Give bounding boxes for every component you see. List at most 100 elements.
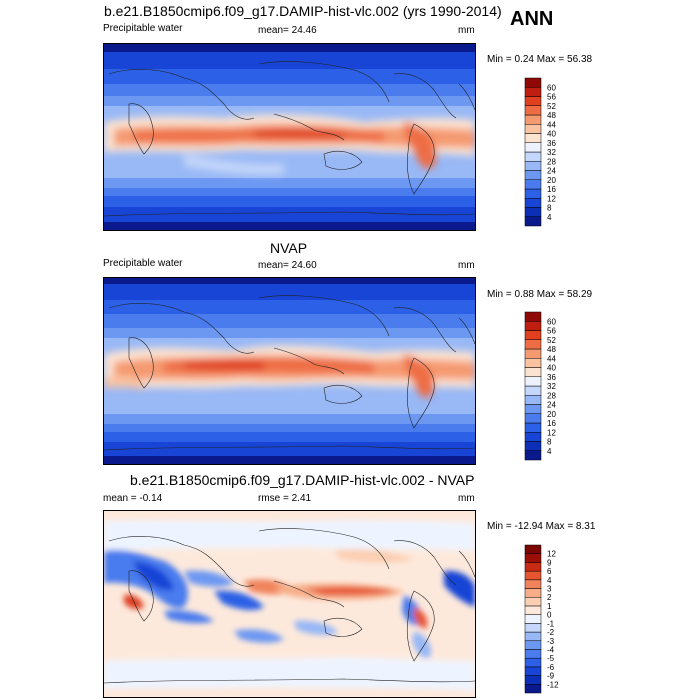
panel1-map [103, 43, 476, 231]
colorbar-swatch [524, 198, 542, 208]
colorbar-swatch [524, 87, 542, 97]
colorbar-tick-label: 16 [547, 185, 556, 194]
panel1-units: mm [458, 25, 475, 36]
colorbar-tick-label: 2 [547, 593, 552, 602]
colorbar-swatch [524, 358, 542, 368]
colorbar-swatch [524, 77, 542, 88]
panel2-units: mm [458, 260, 475, 271]
colorbar-tick-label: 20 [547, 410, 556, 419]
panel2-map [103, 277, 476, 465]
season-label: ANN [510, 8, 554, 30]
colorbar-tick-label: 0 [547, 611, 552, 620]
colorbar-tick-label: 48 [547, 345, 556, 354]
colorbar-tick-label: 52 [547, 102, 556, 111]
colorbar-swatch [524, 553, 542, 563]
colorbar-swatch [524, 631, 542, 642]
colorbar-tick-label: 48 [547, 111, 556, 120]
colorbar-tick-label: 28 [547, 391, 556, 400]
colorbar-swatch [524, 404, 542, 414]
colorbar-tick-label: 4 [547, 213, 552, 222]
colorbar-tick-label: 40 [547, 364, 556, 373]
colorbar-swatch [524, 367, 542, 377]
colorbar-tick-label: 20 [547, 176, 556, 185]
colorbar-swatch [524, 170, 542, 180]
panel3-colorbar: -12 -9 -6 -5 -4 -3 -2 -1 0 1 2 3 4 6 9 12 [524, 544, 575, 694]
panel3-map [103, 510, 476, 698]
colorbar-swatch [524, 579, 542, 589]
colorbar-tick-label: -12 [547, 680, 559, 689]
panel3-map-svg [104, 511, 475, 697]
colorbar-tick-label: 8 [547, 204, 552, 213]
colorbar-tick-label: 56 [547, 327, 556, 336]
panel1-variable: Precipitable water [103, 23, 183, 34]
colorbar-tick-label: 3 [547, 585, 552, 594]
colorbar-tick-label: 16 [547, 419, 556, 428]
colorbar-tick-label: 52 [547, 336, 556, 345]
colorbar-tick-label: 12 [547, 550, 556, 559]
colorbar-swatch [524, 105, 542, 116]
colorbar-tick-label: -6 [547, 663, 555, 672]
colorbar-swatch [524, 432, 542, 442]
panel1-minmax: Min = 0.24 Max = 56.38 [487, 54, 593, 65]
colorbar-tick-label: 8 [547, 438, 552, 447]
colorbar-swatch [524, 588, 542, 598]
colorbar-tick-label: -2 [547, 628, 555, 637]
panel2-colorbar: 4 8 12 16 20 24 28 32 36 40 44 48 52 56 60 [524, 311, 575, 461]
colorbar-tick-label: 32 [547, 382, 556, 391]
colorbar-swatch [524, 605, 542, 615]
colorbar-swatch [524, 623, 542, 633]
colorbar-tick-label: -3 [547, 637, 555, 646]
panel1-mean: mean= 24.46 [258, 25, 317, 36]
colorbar-tick-label: 24 [547, 167, 556, 176]
panel2-title: NVAP [270, 240, 308, 256]
colorbar-tick-label: 56 [547, 93, 556, 102]
colorbar-swatch [524, 657, 542, 668]
colorbar-swatch [524, 441, 542, 451]
colorbar-tick-label: 28 [547, 157, 556, 166]
panel1-map-svg [104, 44, 475, 230]
colorbar-tick-label: -4 [547, 645, 555, 654]
colorbar-swatch [524, 413, 542, 424]
colorbar-swatch [524, 395, 542, 405]
panel3-mean: mean = -0.14 [103, 493, 163, 504]
panel2-mean: mean= 24.60 [258, 260, 317, 271]
colorbar-swatch [524, 216, 542, 227]
colorbar-swatch [524, 640, 542, 650]
colorbar-swatch [524, 142, 542, 153]
colorbar-tick-label: 60 [547, 317, 556, 326]
panel2-map-svg [104, 278, 475, 464]
colorbar-swatch [524, 675, 542, 685]
colorbar-tick-label: 44 [547, 120, 556, 129]
colorbar-tick-label: 9 [547, 558, 552, 567]
colorbar-swatch [524, 385, 542, 396]
colorbar-tick-label: 1 [547, 602, 552, 611]
colorbar-swatch [524, 666, 542, 676]
panel1-title: b.e21.B1850cmip6.f09_g17.DAMIP-hist-vlc.… [104, 3, 502, 19]
colorbar-swatch [524, 562, 542, 572]
colorbar-swatch [524, 114, 542, 125]
colorbar-swatch [524, 684, 542, 694]
panel2-minmax: Min = 0.88 Max = 58.29 [487, 289, 593, 300]
colorbar-swatch [524, 330, 542, 340]
colorbar-tick-label: 12 [547, 428, 556, 437]
colorbar-tick-label: -9 [547, 672, 555, 681]
colorbar-tick-label: 44 [547, 354, 556, 363]
colorbar-swatch [524, 596, 542, 607]
colorbar-swatch [524, 339, 542, 350]
colorbar-tick-label: -1 [547, 619, 555, 628]
colorbar-swatch [524, 321, 542, 331]
colorbar-swatch [524, 179, 542, 190]
colorbar-tick-label: 4 [547, 447, 552, 456]
colorbar-swatch [524, 422, 542, 433]
colorbar-tick-label: 36 [547, 373, 556, 382]
colorbar-swatch [524, 96, 542, 106]
colorbar-swatch [524, 570, 542, 581]
panel3-units: mm [458, 493, 475, 504]
colorbar-tick-label: 12 [547, 194, 556, 203]
colorbar-swatch [524, 161, 542, 171]
colorbar-swatch [524, 544, 542, 554]
colorbar-tick-label: 24 [547, 401, 556, 410]
